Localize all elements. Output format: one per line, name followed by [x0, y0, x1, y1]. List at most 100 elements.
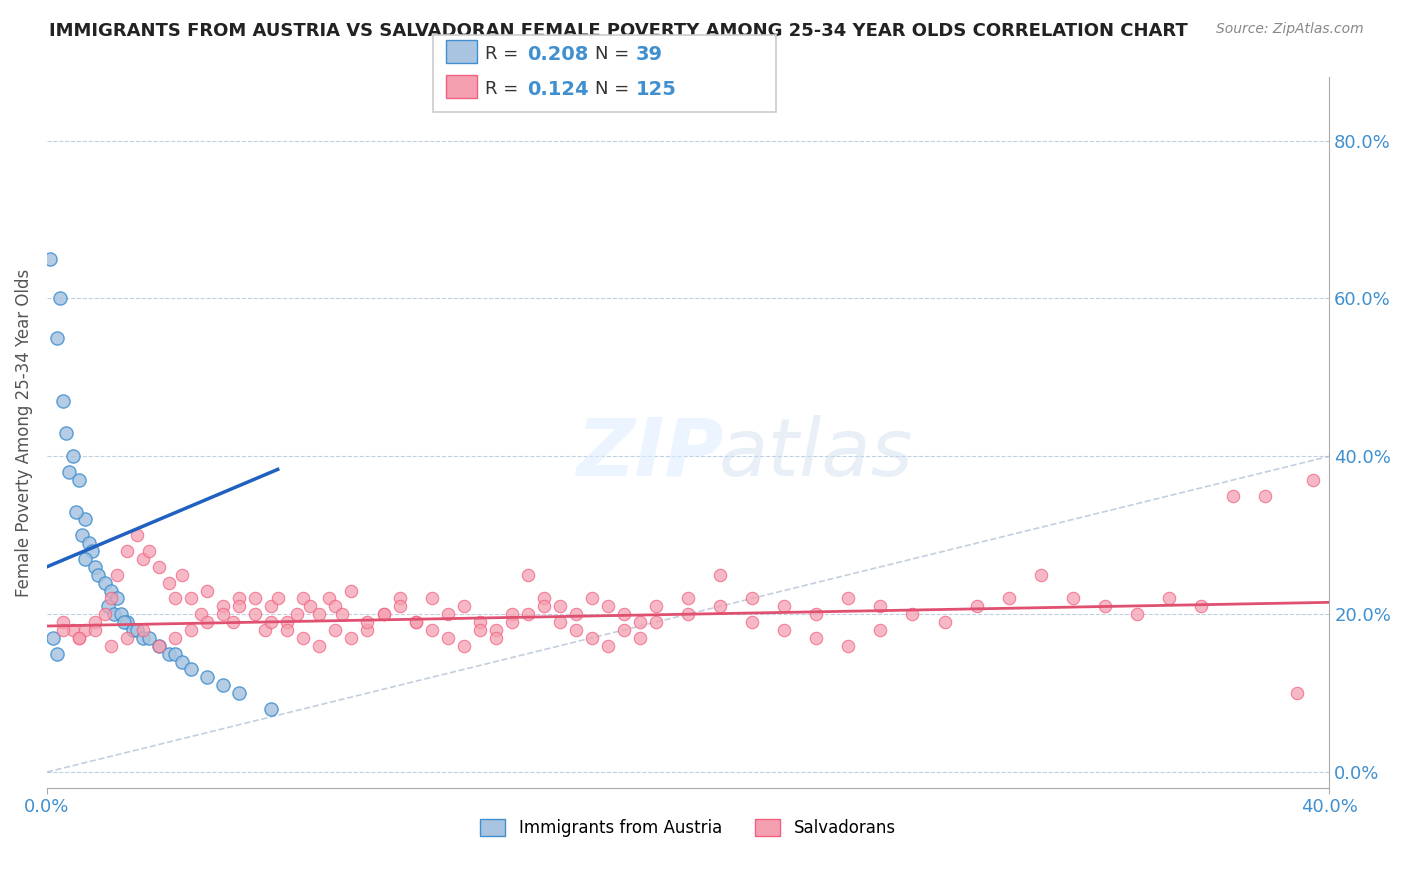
Point [212, 678, 235, 692]
Text: IMMIGRANTS FROM AUSTRIA VS SALVADORAN FEMALE POVERTY AMONG 25-34 YEAR OLDS CORRE: IMMIGRANTS FROM AUSTRIA VS SALVADORAN FE… [49, 22, 1188, 40]
Point [565, 623, 588, 637]
Point [148, 559, 170, 574]
Point [195, 670, 218, 684]
Point [253, 623, 276, 637]
Point [373, 607, 395, 622]
Text: N =: N = [595, 45, 634, 63]
Point [1126, 607, 1149, 622]
Point [245, 591, 267, 606]
Point [676, 591, 699, 606]
Point [356, 623, 378, 637]
Point [228, 591, 250, 606]
Point [613, 623, 636, 637]
Point [112, 615, 135, 629]
Point [157, 647, 180, 661]
Point [45, 647, 67, 661]
Legend: Immigrants from Austria, Salvadorans: Immigrants from Austria, Salvadorans [474, 812, 903, 844]
Point [485, 623, 508, 637]
Point [325, 599, 347, 614]
Point [325, 623, 347, 637]
Point [292, 631, 315, 645]
Point [420, 623, 443, 637]
Point [773, 599, 796, 614]
Point [276, 623, 298, 637]
Point [122, 623, 145, 637]
Point [132, 631, 155, 645]
Point [1286, 686, 1309, 700]
Point [405, 615, 427, 629]
Point [148, 639, 170, 653]
Point [77, 536, 100, 550]
Point [533, 591, 555, 606]
Point [195, 615, 218, 629]
Point [100, 639, 122, 653]
Point [1254, 489, 1277, 503]
Point [65, 505, 87, 519]
Point [709, 567, 731, 582]
Point [165, 631, 187, 645]
Text: R =: R = [485, 45, 524, 63]
Point [180, 591, 202, 606]
Point [869, 623, 891, 637]
Point [533, 599, 555, 614]
Point [75, 552, 97, 566]
Text: 0.208: 0.208 [527, 45, 589, 64]
Point [190, 607, 212, 622]
Point [212, 599, 235, 614]
Point [501, 607, 523, 622]
Point [84, 615, 107, 629]
Point [138, 631, 160, 645]
Point [581, 591, 603, 606]
Point [75, 512, 97, 526]
Point [67, 473, 90, 487]
Point [548, 599, 571, 614]
Point [330, 607, 353, 622]
Point [628, 631, 651, 645]
Text: Source: ZipAtlas.com: Source: ZipAtlas.com [1216, 22, 1364, 37]
Point [132, 623, 155, 637]
Point [676, 607, 699, 622]
Point [39, 252, 62, 266]
Point [165, 591, 187, 606]
Point [806, 607, 828, 622]
Point [709, 599, 731, 614]
Point [516, 567, 538, 582]
Text: ZIP: ZIP [576, 415, 723, 493]
Point [180, 662, 202, 676]
Point [934, 615, 956, 629]
Point [966, 599, 988, 614]
Point [80, 544, 103, 558]
Point [125, 623, 148, 637]
Point [516, 607, 538, 622]
Point [1062, 591, 1084, 606]
Point [55, 425, 77, 440]
Point [292, 591, 315, 606]
Point [436, 607, 458, 622]
Point [45, 331, 67, 345]
Point [596, 599, 619, 614]
Point [741, 615, 763, 629]
Point [75, 623, 97, 637]
Point [58, 465, 80, 479]
Point [1222, 489, 1244, 503]
Point [62, 623, 84, 637]
Point [468, 623, 491, 637]
Point [308, 607, 330, 622]
Point [1302, 473, 1324, 487]
Point [48, 292, 70, 306]
Text: 39: 39 [636, 45, 662, 64]
Point [62, 450, 84, 464]
Point [741, 591, 763, 606]
Point [222, 615, 245, 629]
Point [165, 647, 187, 661]
Point [340, 631, 363, 645]
Text: R =: R = [485, 80, 524, 98]
Point [100, 583, 122, 598]
Point [388, 599, 411, 614]
Point [115, 615, 138, 629]
Y-axis label: Female Poverty Among 25-34 Year Olds: Female Poverty Among 25-34 Year Olds [15, 268, 32, 597]
Point [125, 528, 148, 542]
Point [453, 639, 475, 653]
Point [107, 567, 129, 582]
Point [67, 631, 90, 645]
